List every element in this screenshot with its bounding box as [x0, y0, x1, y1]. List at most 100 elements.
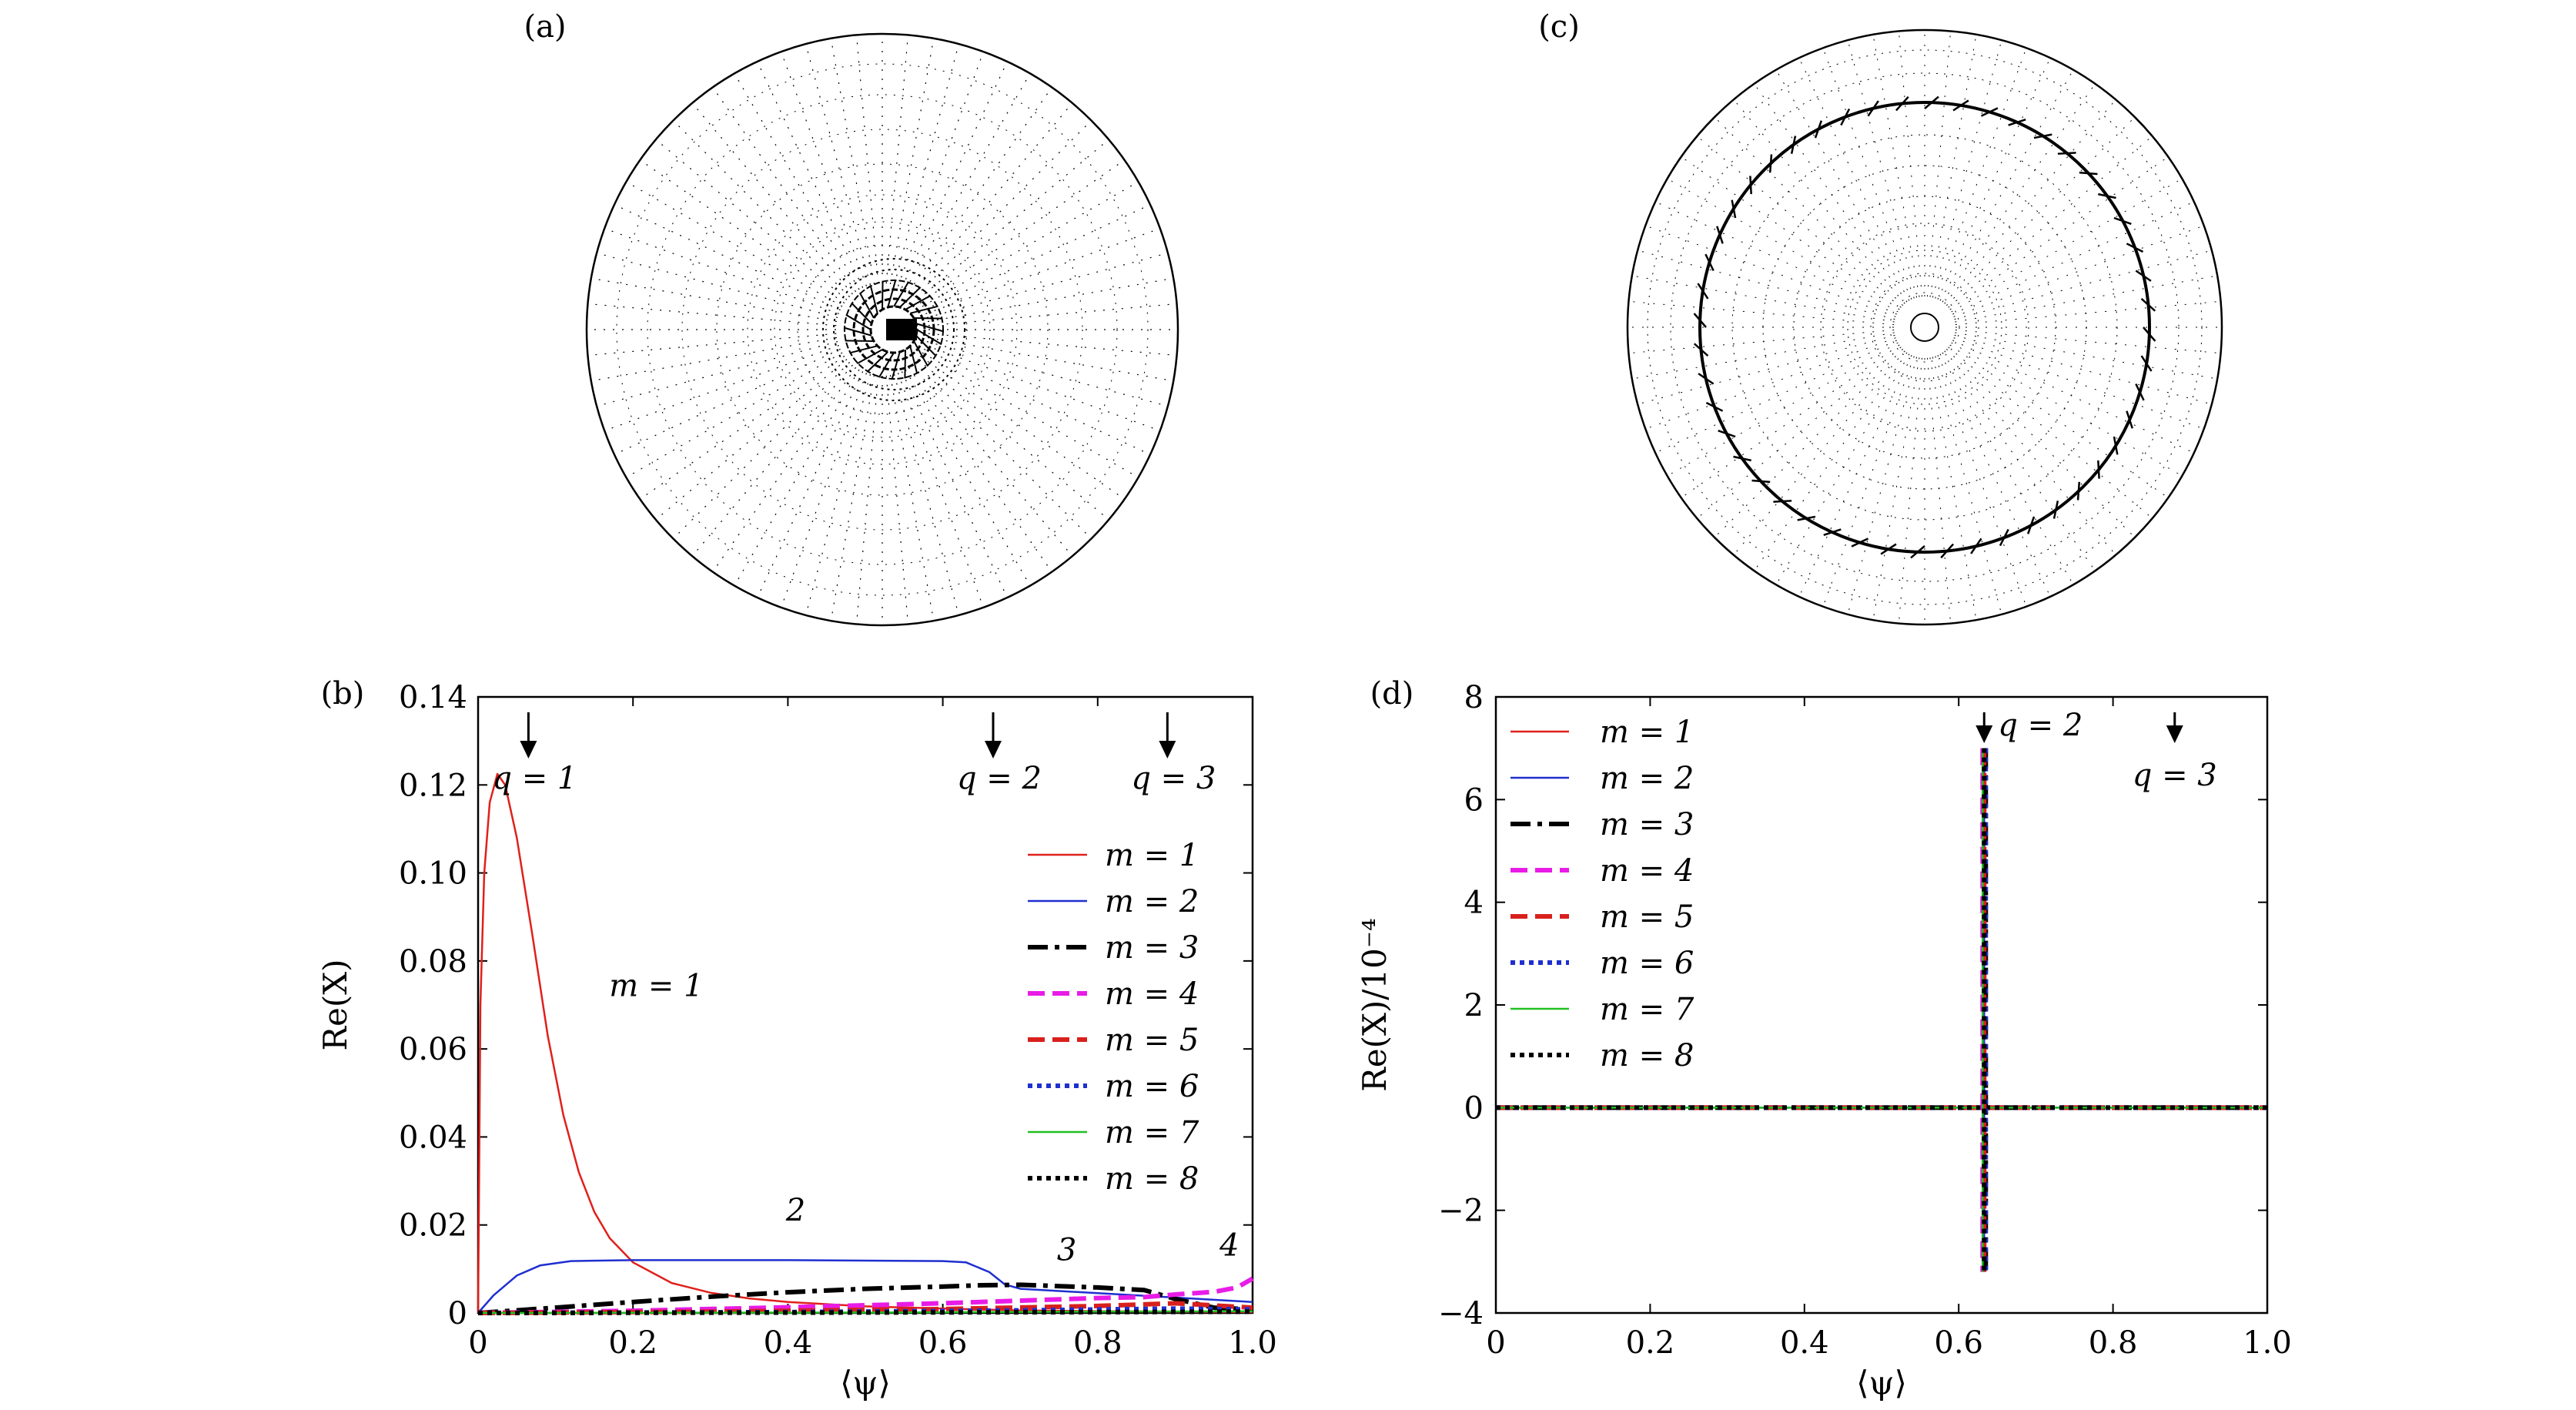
y-axis-label-d: Re(X)/10⁻⁴: [1356, 918, 1393, 1092]
legend-label: m = 4: [1105, 976, 1199, 1012]
radial-line: [1926, 357, 1951, 621]
radial-line: [1952, 203, 2192, 315]
radial-line: [1953, 337, 2202, 429]
vector-arrow: [882, 280, 884, 310]
radial-line: [917, 359, 1107, 518]
plasma-boundary-c: [1626, 28, 2223, 626]
radial-line: [1937, 355, 2049, 594]
radial-line: [1648, 337, 1896, 429]
q-arrow-head: [984, 741, 1002, 759]
radial-line: [657, 359, 848, 518]
q-arrow-head: [2166, 725, 2183, 743]
panel-b-chart: (b) 0 0.2 0.4 0.6 0.8 1.0 0 0.02 0.04 0.06 0.08 0.1…: [316, 676, 1277, 1402]
vector-arrow: [909, 305, 938, 314]
vector-arrow: [845, 340, 875, 342]
radial-line: [617, 348, 841, 454]
radial-line: [1873, 357, 1920, 618]
radial-line: [1648, 226, 1896, 317]
x-axis-label-d: ⟨ψ⟩: [1856, 1364, 1907, 1402]
y-tick-label: 0.04: [399, 1120, 467, 1155]
radial-line: [1755, 85, 1908, 303]
radial-line: [1951, 179, 2180, 313]
radial-line: [917, 141, 1107, 300]
radial-line: [1955, 332, 2215, 379]
flux-ring: [774, 221, 991, 438]
axis-ticks-b: 0 0.2 0.4 0.6 0.8 1.0 0 0.02 0.04 0.06 0.08 0.10 0.1…: [399, 680, 1277, 1361]
y-tick-label: 0: [1464, 1090, 1484, 1126]
curve-annotation: 3: [1057, 1232, 1076, 1268]
radial-line: [1945, 348, 2133, 536]
vector-arrow: [858, 292, 875, 319]
radial-line: [901, 64, 1007, 288]
y-tick-label: 0.12: [399, 768, 467, 803]
radial-line: [1952, 340, 2192, 452]
flux-ring: [1847, 250, 2002, 405]
series-line: [477, 772, 1253, 1314]
radial-line: [1683, 344, 1900, 497]
radial-line: [915, 122, 1090, 297]
radial-line: [1942, 85, 2094, 303]
legend-label: m = 1: [1105, 838, 1199, 873]
x-tick-label: 0.6: [1934, 1325, 1983, 1361]
radial-line: [1658, 203, 1897, 315]
radial-line: [1949, 158, 2166, 310]
radial-line: [1954, 250, 2210, 320]
radial-line: [1929, 37, 1976, 297]
radial-line: [1800, 355, 1912, 594]
radial-line: [1939, 72, 2073, 301]
radial-line: [607, 229, 839, 315]
radial-line: [1945, 119, 2133, 306]
radial-line: [1631, 329, 1895, 353]
x-tick-label: 0.8: [2089, 1325, 2138, 1361]
x-tick-label: 1.0: [1228, 1325, 1277, 1361]
radial-line: [922, 183, 1136, 307]
radial-line: [1948, 138, 2150, 308]
radial-line: [735, 75, 860, 290]
radial-line: [758, 371, 864, 595]
radial-line: [1955, 276, 2215, 323]
radial-line: [617, 205, 841, 311]
panel-d-chart: (d) 0 0.2 0.4 0.6 0.8 1.0 −4 −2 0 2 4 6 8 q = 2 q = 3…: [1356, 676, 2292, 1402]
radial-line: [1716, 119, 1904, 306]
radial-line: [1955, 329, 2218, 353]
vector-arrow: [866, 351, 888, 373]
radial-line: [1932, 42, 2002, 298]
flux-ring: [1731, 134, 2118, 521]
axis-ticks-d: 0 0.2 0.4 0.6 0.8 1.0 −4 −2 0 2 4 6 8: [1438, 680, 2292, 1361]
radial-line: [912, 364, 1071, 554]
legend-label: m = 4: [1600, 853, 1694, 889]
radial-grid-c: [1631, 33, 2219, 621]
plasma-boundary-a: [585, 32, 1179, 627]
q-label: q = 3: [1131, 761, 1216, 796]
radial-line: [1929, 357, 1976, 618]
radial-line: [905, 75, 1029, 290]
radial-line: [905, 369, 1029, 584]
flux-ring: [1793, 196, 2056, 459]
y-axis-label-b: Re(X): [316, 959, 354, 1050]
legend-d: m = 1 m = 2 m = 3 m = 4 m = 5 m = 6 m = 7 m = 8: [1510, 715, 1694, 1073]
panel-c-label: (c): [1538, 9, 1580, 45]
radial-line: [1955, 301, 2218, 326]
legend-label: m = 6: [1105, 1069, 1199, 1104]
radial-line: [1755, 352, 1908, 569]
vector-arrow: [899, 286, 922, 308]
radial-line: [1939, 353, 2073, 583]
radial-line: [1658, 340, 1897, 452]
series-line: [477, 1276, 1254, 1315]
y-tick-label: 6: [1464, 782, 1484, 818]
radial-line: [758, 64, 864, 288]
radial-line: [628, 352, 843, 477]
radial-line: [912, 105, 1071, 295]
radial-line: [908, 367, 1051, 570]
radial-line: [1935, 356, 2026, 605]
legend-b: m = 1 m = 2 m = 3 m = 4 m = 5 m = 6 m = 7 m = 8: [1028, 838, 1199, 1197]
radial-line: [1937, 60, 2049, 300]
mode-ring: [861, 297, 926, 362]
vector-arrow: [916, 329, 942, 346]
flux-ring: [1647, 49, 2203, 605]
radial-line: [924, 205, 1148, 311]
q-label: q = 1: [492, 761, 577, 796]
vector-arrow: [851, 302, 872, 324]
y-tick-label: −4: [1438, 1296, 1484, 1331]
legend-label: m = 2: [1600, 761, 1694, 796]
